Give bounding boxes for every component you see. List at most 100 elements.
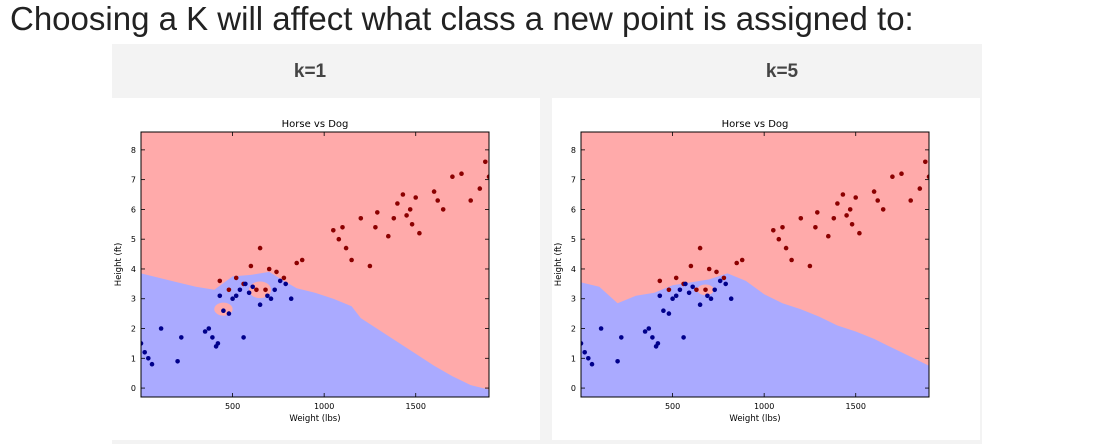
horse-point bbox=[386, 233, 391, 239]
horse-point bbox=[694, 287, 699, 293]
dog-point bbox=[246, 290, 252, 296]
x-tick-label: 1000 bbox=[754, 402, 774, 411]
horse-point bbox=[486, 174, 489, 179]
horse-point bbox=[657, 278, 663, 284]
horse-point bbox=[395, 201, 400, 206]
horse-point bbox=[697, 245, 703, 251]
y-tick-label: 7 bbox=[131, 176, 136, 185]
y-tick-label: 1 bbox=[131, 354, 136, 363]
horse-point bbox=[721, 275, 727, 281]
page-heading: Choosing a K will affect what class a ne… bbox=[10, 0, 914, 37]
y-tick-label: 1 bbox=[571, 354, 576, 363]
horse-point bbox=[358, 216, 364, 221]
decision-regions bbox=[581, 132, 929, 397]
horse-point bbox=[847, 207, 853, 212]
horse-point bbox=[407, 207, 413, 212]
horse-point bbox=[673, 275, 679, 281]
dog-point bbox=[233, 293, 239, 299]
dog-point bbox=[690, 284, 695, 290]
dog-point bbox=[728, 296, 734, 301]
dog-point bbox=[277, 278, 283, 284]
plot-frame bbox=[140, 131, 490, 398]
horse-point bbox=[417, 230, 422, 236]
horse-point bbox=[274, 269, 279, 275]
horse-point bbox=[435, 198, 441, 203]
chart-title: Horse vs Dog bbox=[282, 119, 349, 130]
dog-point bbox=[681, 335, 686, 340]
y-tick-label: 8 bbox=[131, 146, 136, 155]
horse-point bbox=[783, 245, 789, 251]
dog-point bbox=[265, 293, 270, 299]
dog-point bbox=[589, 361, 595, 367]
dog-point bbox=[288, 296, 294, 301]
dog-point bbox=[243, 281, 248, 287]
x-tick-label: 500 bbox=[665, 402, 680, 411]
dog-point bbox=[202, 329, 208, 334]
horse-point bbox=[477, 186, 483, 191]
y-tick-label: 6 bbox=[571, 205, 576, 214]
dog-point bbox=[686, 290, 692, 296]
horse-point bbox=[450, 174, 455, 179]
chart-card-k1: 0 1 2 3 4 5 6 7 8 500 1000 1500 Horse vs Dog Weight (… bbox=[112, 98, 540, 440]
horse-point bbox=[400, 192, 406, 197]
horse-point bbox=[871, 189, 877, 194]
horse-point bbox=[835, 201, 840, 206]
x-tick-label: 500 bbox=[225, 402, 240, 411]
horse-point bbox=[776, 236, 782, 242]
dog-point bbox=[206, 326, 212, 331]
dog-point bbox=[250, 284, 255, 290]
horse-point bbox=[688, 263, 694, 269]
dog-region bbox=[581, 273, 929, 397]
horse-point bbox=[875, 198, 880, 203]
dog-point bbox=[586, 356, 591, 361]
y-tick-label: 4 bbox=[571, 265, 576, 274]
dog-point bbox=[581, 341, 584, 346]
dog-point bbox=[226, 311, 232, 316]
dog-point bbox=[717, 278, 723, 284]
horse-point bbox=[404, 213, 409, 218]
y-tick-label: 0 bbox=[571, 384, 576, 393]
dog-point bbox=[705, 293, 710, 299]
horse-point bbox=[813, 225, 818, 230]
dog-point bbox=[175, 359, 180, 364]
horse-point bbox=[849, 222, 855, 227]
dog-point bbox=[673, 293, 679, 299]
horse-point bbox=[431, 189, 437, 194]
horse-point bbox=[923, 159, 928, 165]
y-tick-label: 0 bbox=[131, 384, 136, 393]
horse-point bbox=[853, 195, 858, 200]
dog-point bbox=[723, 281, 728, 287]
dog-point bbox=[708, 296, 714, 301]
horse-point bbox=[844, 213, 849, 218]
dog-point bbox=[179, 335, 184, 340]
dog-point bbox=[650, 335, 655, 340]
horse-point bbox=[840, 192, 846, 197]
plot-frame bbox=[580, 131, 930, 398]
horse-point bbox=[703, 287, 708, 293]
horse-point bbox=[908, 198, 913, 203]
dog-point bbox=[230, 296, 235, 301]
y-tick-label: 2 bbox=[131, 325, 136, 334]
chart-title: Horse vs Dog bbox=[722, 119, 789, 130]
horse-point bbox=[789, 257, 794, 263]
horse-point bbox=[771, 228, 776, 233]
dog-point bbox=[615, 359, 620, 364]
horse-point bbox=[899, 171, 904, 176]
x-tick-label: 1500 bbox=[406, 402, 426, 411]
horse-point bbox=[440, 207, 446, 212]
horse-point bbox=[714, 269, 719, 275]
horse-point bbox=[375, 210, 380, 215]
horse-point bbox=[343, 245, 349, 251]
dog-point bbox=[670, 296, 675, 301]
dog-point bbox=[683, 281, 688, 287]
horse-point bbox=[831, 216, 837, 221]
horse-point bbox=[734, 260, 739, 266]
horse-point bbox=[459, 171, 464, 176]
y-axis-label: Height (ft) bbox=[554, 243, 564, 287]
x-tick-label: 1000 bbox=[314, 402, 334, 411]
horse-point bbox=[254, 287, 259, 293]
dog-point bbox=[257, 302, 263, 307]
horse-point bbox=[336, 236, 342, 242]
horse-point bbox=[367, 263, 373, 269]
horse-point bbox=[926, 174, 929, 179]
